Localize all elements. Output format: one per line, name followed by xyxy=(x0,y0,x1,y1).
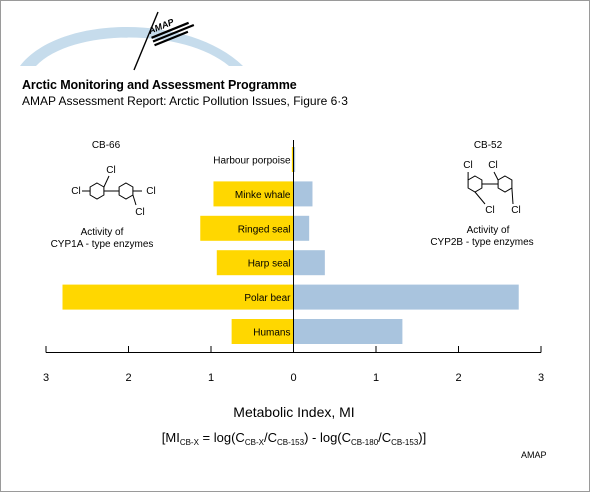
page-title: Arctic Monitoring and Assessment Program… xyxy=(22,78,297,92)
cb66-structure-icon xyxy=(82,175,142,206)
amap-credit: AMAP xyxy=(521,450,547,460)
cb52-label: CB-52 xyxy=(474,140,503,151)
x-tick-label: 2 xyxy=(455,372,461,384)
bar-cb66-humans xyxy=(231,319,294,344)
logo-arc xyxy=(20,27,243,66)
bar-cb66-ringed-seal xyxy=(200,215,294,241)
category-label-harbour-porpoise: Harbour porpoise xyxy=(213,156,291,167)
cb66-cl-4p: Cl xyxy=(146,186,155,197)
cb66-caption-2: CYP1A - type enzymes xyxy=(51,239,154,250)
cb66-cl-4: Cl xyxy=(71,186,80,197)
cb52-structure-icon xyxy=(467,171,514,205)
cb52-cl-2p: Cl xyxy=(488,160,497,171)
bar-cb66-harp-seal xyxy=(216,250,294,276)
cb52-cl-5: Cl xyxy=(485,205,494,216)
logo-wordmark: AMAP xyxy=(146,16,195,47)
x-tick-label: 1 xyxy=(373,372,379,384)
page-subtitle: AMAP Assessment Report: Arctic Pollution… xyxy=(22,94,348,108)
cb66-caption-1: Activity of xyxy=(81,227,124,238)
x-tick-label: 2 xyxy=(125,372,131,384)
x-axis-formula: [MICB-X = log(CCB-X/CCB-153) - log(CCB-1… xyxy=(162,430,426,447)
x-tick-label: 0 xyxy=(290,372,296,384)
cb52-caption-2: CYP2B - type enzymes xyxy=(430,237,533,248)
cb52-caption-1: Activity of xyxy=(467,225,510,236)
bar-cb66-harbour-porpoise xyxy=(291,147,294,172)
cb66-label: CB-66 xyxy=(92,140,121,151)
x-tick-label: 3 xyxy=(43,372,49,384)
x-axis-label: Metabolic Index, MI xyxy=(233,404,354,420)
bar-cb52-ringed-seal xyxy=(293,215,310,241)
category-label-ringed-seal: Ringed seal xyxy=(238,224,291,235)
bar-cb52-polar-bear xyxy=(293,284,519,310)
x-tick-label: 1 xyxy=(208,372,214,384)
cb52-cl-5p: Cl xyxy=(511,205,520,216)
cb66-cl-3p: Cl xyxy=(135,207,144,218)
bar-cb52-minke-whale xyxy=(293,181,313,207)
amap-logo: AMAP xyxy=(20,11,243,71)
bar-cb66-minke-whale xyxy=(213,181,294,207)
bar-cb66-polar-bear xyxy=(62,284,294,310)
category-label-minke-whale: Minke whale xyxy=(235,190,291,201)
category-label-polar-bear: Polar bear xyxy=(244,293,291,304)
cb52-cl-2: Cl xyxy=(463,160,472,171)
bar-cb52-harp-seal xyxy=(293,250,325,276)
logo-slash xyxy=(133,11,159,71)
bar-cb52-harbour-porpoise xyxy=(293,147,296,172)
x-tick-label: 3 xyxy=(538,372,544,384)
cb66-cl-2: Cl xyxy=(106,165,115,176)
cb52-panel: CB-52 Cl Cl Cl Cl Activity of CYP2B - ty… xyxy=(430,140,533,248)
category-label-humans: Humans xyxy=(253,328,290,339)
category-label-harp-seal: Harp seal xyxy=(248,259,291,270)
bar-cb52-humans xyxy=(293,319,403,344)
cb66-panel: CB-66 Cl Cl Cl Cl Activity of CYP1A - ty… xyxy=(51,140,156,250)
